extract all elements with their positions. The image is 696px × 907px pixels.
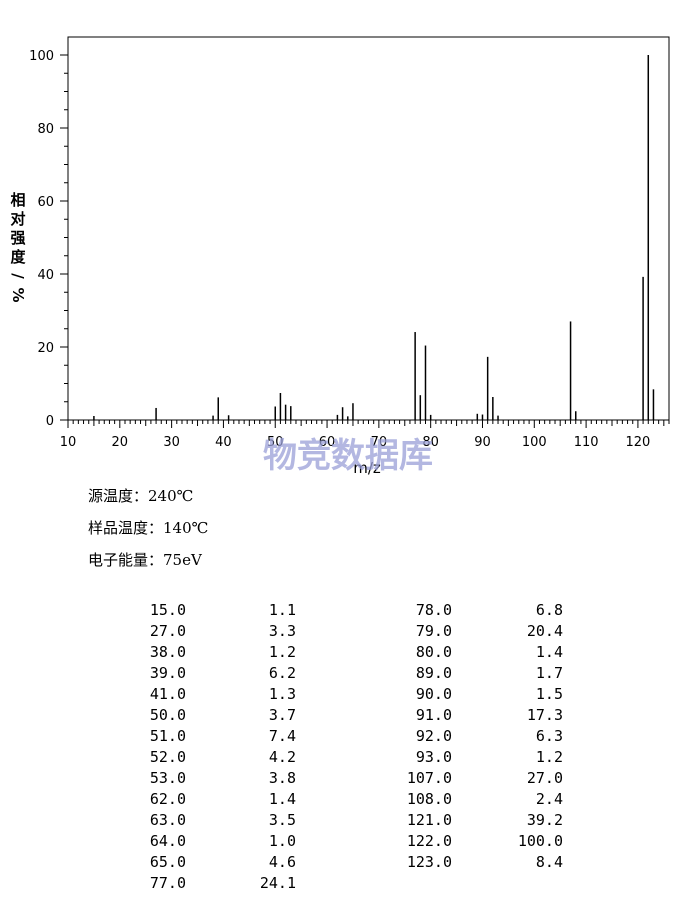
table-cell-intensity: 6.2 [268, 664, 296, 682]
y-tick-label: 60 [37, 195, 54, 210]
x-tick-label: 40 [215, 435, 232, 450]
table-cell-mz: 123.0 [406, 853, 452, 871]
chart-bars [93, 55, 655, 420]
x-tick-label: 100 [522, 435, 547, 450]
y-axis-label-char: % [9, 287, 27, 302]
x-tick-label: 60 [319, 435, 336, 450]
x-tick-label: 90 [474, 435, 491, 450]
table-cell-intensity: 1.1 [268, 601, 296, 619]
x-tick-label: 70 [371, 435, 388, 450]
x-tick-label: 80 [422, 435, 439, 450]
x-tick-label: 120 [625, 435, 650, 450]
y-axis-label-char: 度 [10, 248, 26, 266]
table-cell-intensity: 3.3 [268, 622, 296, 640]
y-axis-label-char: 对 [10, 210, 25, 228]
table-cell-mz: 63.0 [149, 811, 186, 829]
condition-label: 电子能量： [88, 551, 164, 569]
table-cell-mz: 108.0 [406, 790, 452, 808]
table-cell-mz: 64.0 [149, 832, 186, 850]
watermark: 物竞数据库 [263, 436, 433, 476]
table-cell-mz: 121.0 [406, 811, 452, 829]
table-cell-intensity: 20.4 [526, 622, 563, 640]
x-tick-label: 20 [112, 435, 129, 450]
y-tick-label: 0 [46, 414, 54, 429]
table-cell-mz: 65.0 [149, 853, 186, 871]
y-axis-label-char: 相 [10, 191, 25, 209]
table-cell-mz: 52.0 [149, 748, 186, 766]
condition-value: 75eV [163, 551, 202, 569]
table-cell-mz: 77.0 [149, 874, 186, 892]
condition-line: 电子能量：75eV [88, 549, 202, 570]
table-cell-mz: 91.0 [415, 706, 452, 724]
table-cell-intensity: 1.2 [535, 748, 563, 766]
y-tick-label: 100 [29, 49, 54, 64]
chart-ticks: 10 20 30 40 50 60 70 80 90 100 110 120 0 20 40 60 80 100 [29, 49, 670, 450]
table-cell-intensity: 3.8 [268, 769, 296, 787]
table-cell-mz: 92.0 [415, 727, 452, 745]
table-cell-intensity: 1.5 [535, 685, 563, 703]
table-cell-intensity: 27.0 [526, 769, 563, 787]
table-cell-mz: 107.0 [406, 769, 452, 787]
x-tick-label: 10 [60, 435, 77, 450]
table-cell-mz: 79.0 [415, 622, 452, 640]
y-tick-label: 20 [37, 341, 54, 356]
table-cell-intensity: 4.2 [268, 748, 296, 766]
table-cell-intensity: 24.1 [259, 874, 296, 892]
table-cell-intensity: 7.4 [268, 727, 296, 745]
condition-label: 样品温度： [88, 519, 164, 537]
table-cell-mz: 15.0 [149, 601, 186, 619]
table-cell-mz: 38.0 [149, 643, 186, 661]
table-cell-intensity: 1.0 [268, 832, 296, 850]
condition-value: 240℃ [148, 487, 194, 505]
left-mz-column: 15.0 27.0 38.0 39.0 41.0 50.0 51.0 52.0 53.0 62.0… [130, 600, 186, 894]
table-cell-mz: 90.0 [415, 685, 452, 703]
table-cell-intensity: 1.3 [268, 685, 296, 703]
table-cell-intensity: 2.4 [535, 790, 563, 808]
x-tick-label: 50 [267, 435, 284, 450]
table-cell-mz: 122.0 [406, 832, 452, 850]
table-cell-intensity: 6.8 [535, 601, 563, 619]
table-cell-intensity: 1.4 [535, 643, 563, 661]
table-cell-intensity: 8.4 [535, 853, 563, 871]
table-cell-intensity: 17.3 [526, 706, 563, 724]
table-cell-mz: 27.0 [149, 622, 186, 640]
table-cell-mz: 41.0 [149, 685, 186, 703]
plot-frame [67, 36, 670, 421]
table-cell-mz: 39.0 [149, 664, 186, 682]
y-axis-label-char: 强 [10, 229, 25, 247]
right-mz-column: 78.0 79.0 80.0 89.0 90.0 91.0 92.0 93.0 107.0 108… [390, 600, 452, 873]
table-cell-mz: 78.0 [415, 601, 452, 619]
table-cell-mz: 80.0 [415, 643, 452, 661]
y-axis-label-char: / [9, 273, 27, 279]
condition-value: 140℃ [163, 519, 209, 537]
condition-line: 样品温度：140℃ [88, 517, 208, 538]
table-cell-mz: 53.0 [149, 769, 186, 787]
x-axis-label: m/z [353, 459, 381, 477]
chart-axes [67, 36, 670, 421]
table-cell-intensity: 6.3 [535, 727, 563, 745]
table-cell-intensity: 3.7 [268, 706, 296, 724]
condition-label: 源温度： [88, 487, 149, 505]
table-cell-intensity: 1.7 [535, 664, 563, 682]
left-intensity-column: 1.1 3.3 1.2 6.2 1.3 3.7 7.4 4.2 3.8 1.4 3.5 1.0 4.6 2… [240, 600, 296, 894]
x-tick-label: 110 [574, 435, 599, 450]
table-cell-mz: 93.0 [415, 748, 452, 766]
table-cell-intensity: 1.2 [268, 643, 296, 661]
x-tick-label: 30 [163, 435, 180, 450]
table-cell-intensity: 4.6 [268, 853, 296, 871]
y-tick-label: 40 [37, 268, 54, 283]
right-intensity-column: 6.8 20.4 1.4 1.7 1.5 17.3 6.3 1.2 27.0 2.4 39.2 100… [500, 600, 563, 873]
table-cell-intensity: 3.5 [268, 811, 296, 829]
table-cell-mz: 89.0 [415, 664, 452, 682]
table-cell-intensity: 1.4 [268, 790, 296, 808]
table-cell-mz: 51.0 [149, 727, 186, 745]
table-cell-mz: 62.0 [149, 790, 186, 808]
table-cell-mz: 50.0 [149, 706, 186, 724]
table-cell-intensity: 100.0 [517, 832, 563, 850]
condition-line: 源温度：240℃ [88, 485, 193, 506]
y-tick-label: 80 [37, 122, 54, 137]
mass-spectrum-chart: 10 20 30 40 50 60 70 80 90 100 110 120020406080100 … [9, 36, 670, 477]
table-cell-intensity: 39.2 [526, 811, 563, 829]
